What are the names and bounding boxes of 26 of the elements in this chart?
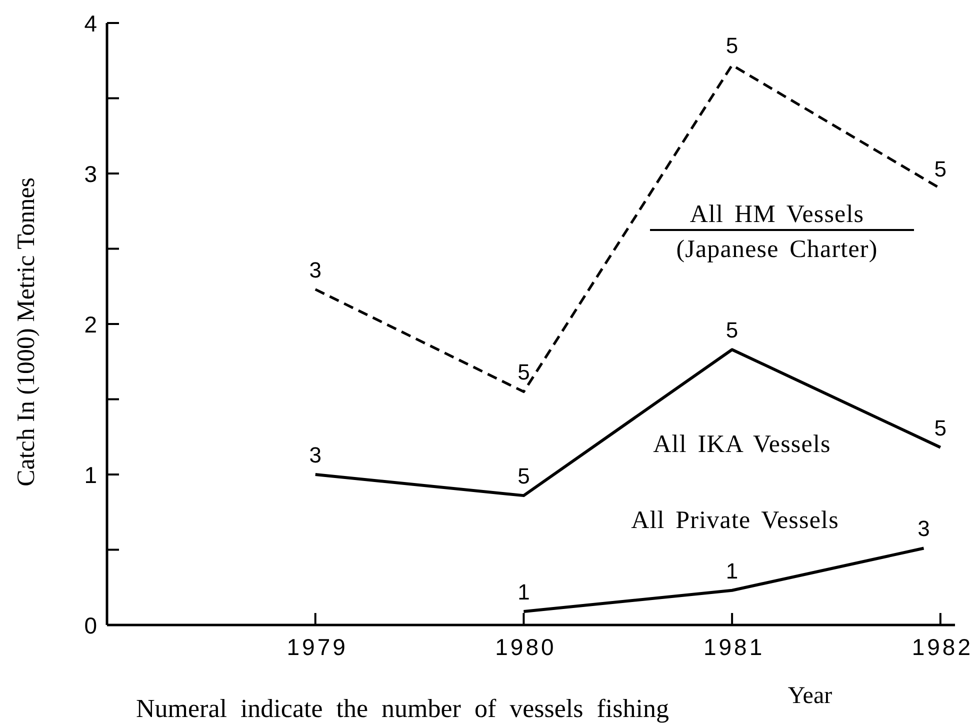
y-axis-title: Catch In (1000) Metric Tonnes: [12, 178, 40, 486]
annotation: 1: [518, 579, 530, 604]
series-label: All IKA Vessels: [653, 431, 831, 458]
y-tick-label: 4: [84, 10, 98, 36]
annotation: 5: [518, 464, 530, 489]
annotation: 5: [934, 156, 947, 182]
series-label: All HM Vessels (Japanese Charter): [676, 201, 878, 263]
series-label: All Private Vessels: [631, 507, 839, 534]
annotation: 5: [726, 33, 738, 58]
x-tick-label: 1980: [495, 634, 556, 660]
annotation: 3: [309, 257, 322, 282]
annotation: 3: [309, 442, 322, 468]
annotation: 5: [518, 360, 530, 385]
annotation: 3: [918, 516, 930, 542]
annotation: 5: [934, 415, 947, 440]
y-tick-label: 0: [84, 612, 97, 638]
y-tick-label: 1: [84, 462, 97, 488]
x-tick-label: 1982: [912, 634, 972, 660]
annotation: 5: [726, 318, 738, 343]
y-tick-label: 2: [84, 311, 97, 338]
annotation: 1: [726, 558, 738, 584]
x-tick-label: 1979: [286, 634, 348, 660]
y-tick-label: 3: [84, 160, 97, 187]
x-tick-label: 1981: [703, 634, 765, 660]
text: Numeral indicate the number of vessels fishing: [136, 694, 669, 723]
x-axis-title: Year: [788, 683, 832, 709]
